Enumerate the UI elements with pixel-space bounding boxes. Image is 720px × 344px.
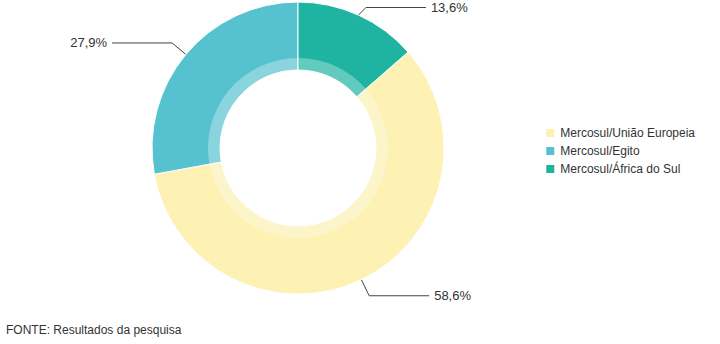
svg-text:13,6%: 13,6% (431, 0, 468, 15)
svg-text:Mercosul/Egito: Mercosul/Egito (560, 144, 640, 158)
svg-text:27,9%: 27,9% (70, 35, 107, 50)
svg-text:58,6%: 58,6% (434, 288, 471, 303)
svg-text:Mercosul/África do Sul: Mercosul/África do Sul (560, 161, 680, 176)
svg-text:FONTE: Resultados da pesquisa: FONTE: Resultados da pesquisa (6, 323, 182, 337)
svg-text:Mercosul/União Europeia: Mercosul/União Europeia (560, 126, 695, 140)
